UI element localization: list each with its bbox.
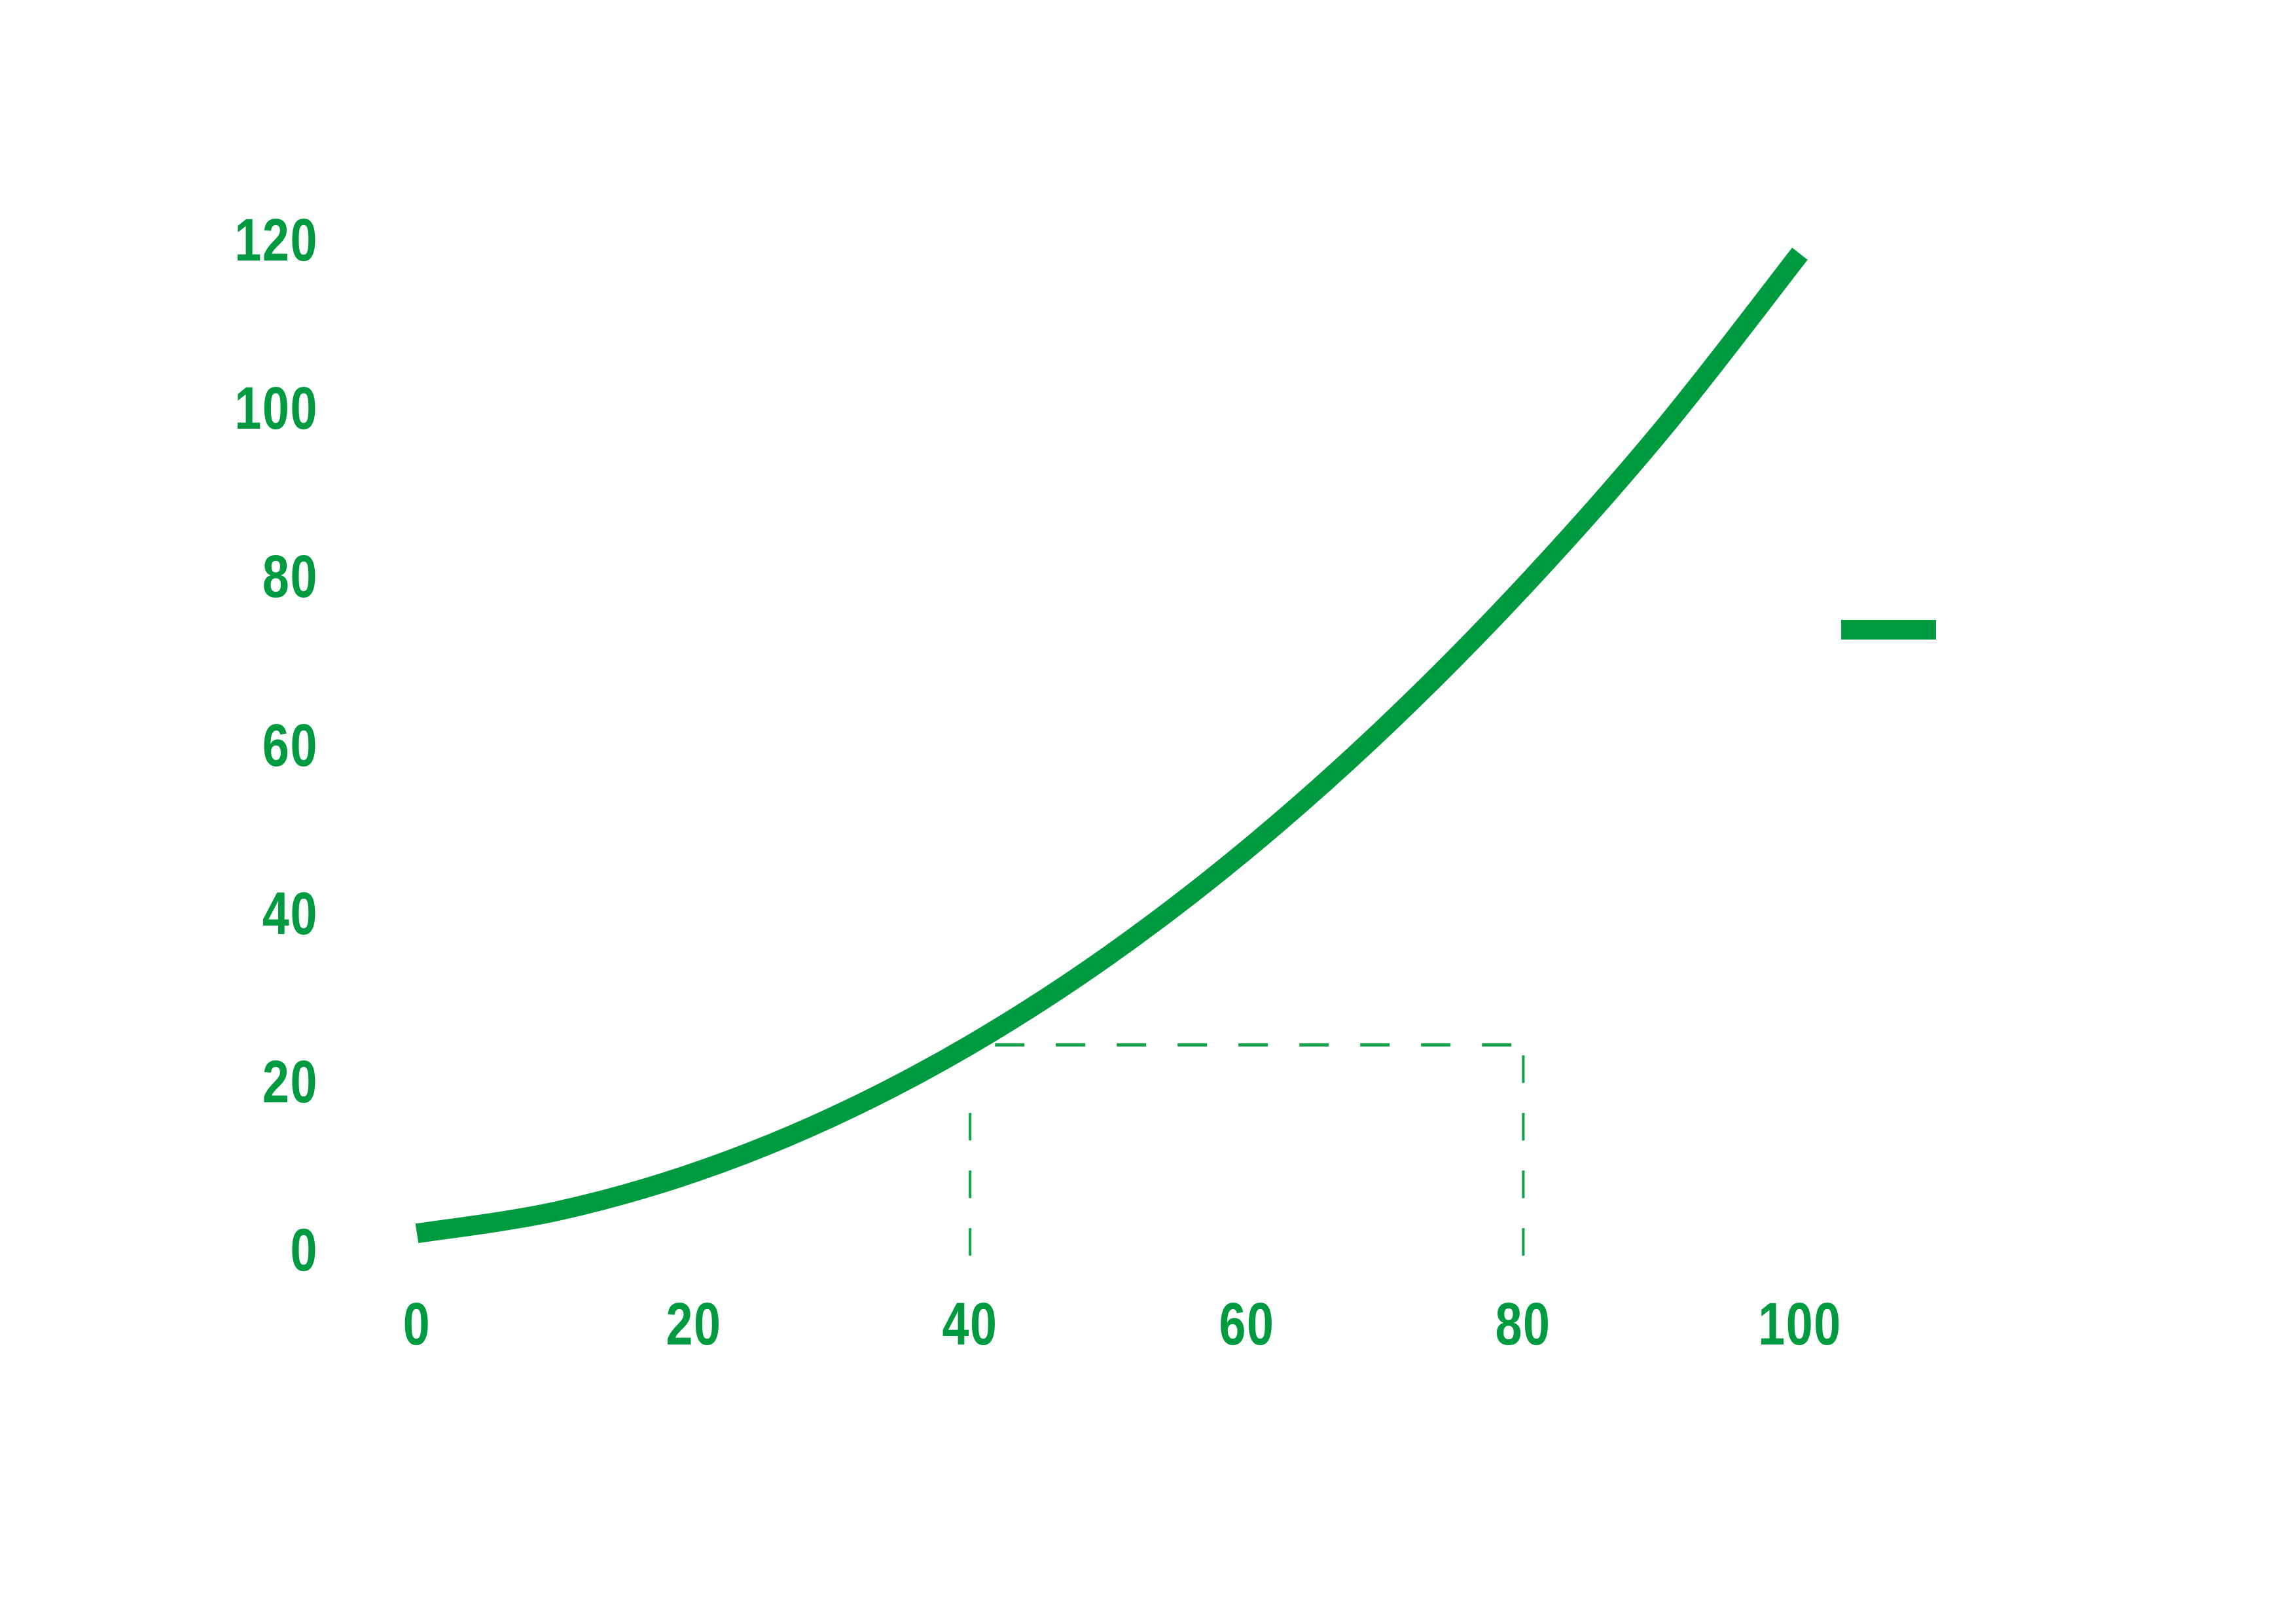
series-curve [415,247,1808,1244]
x-tick-label-0: 0 [403,1291,431,1358]
y-tick-label-80: 80 [262,543,318,611]
y-tick-label-100: 100 [234,375,318,442]
y-tick-label-20: 20 [262,1048,318,1115]
x-tick-label-40: 40 [942,1291,998,1358]
x-tick-label-80: 80 [1495,1291,1551,1358]
y-tick-label-0: 0 [290,1217,318,1284]
x-tick-label-100: 100 [1758,1291,1842,1358]
y-tick-label-60: 60 [262,712,318,779]
x-tick-label-60: 60 [1219,1291,1275,1358]
legend-line-marker [1841,620,1936,640]
y-tick-label-40: 40 [262,880,318,947]
x-tick-label-20: 20 [666,1291,722,1358]
y-tick-label-120: 120 [234,207,318,274]
